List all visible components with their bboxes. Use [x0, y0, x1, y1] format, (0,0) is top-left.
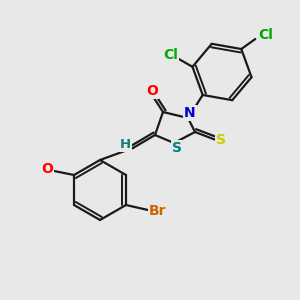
Text: Cl: Cl — [258, 28, 273, 42]
Text: O: O — [41, 162, 53, 176]
Text: S: S — [216, 133, 226, 147]
Text: O: O — [146, 84, 158, 98]
Text: S: S — [172, 141, 182, 155]
Text: Br: Br — [149, 204, 167, 218]
Text: H: H — [119, 137, 130, 151]
Text: N: N — [184, 106, 196, 120]
Text: Cl: Cl — [163, 48, 178, 62]
